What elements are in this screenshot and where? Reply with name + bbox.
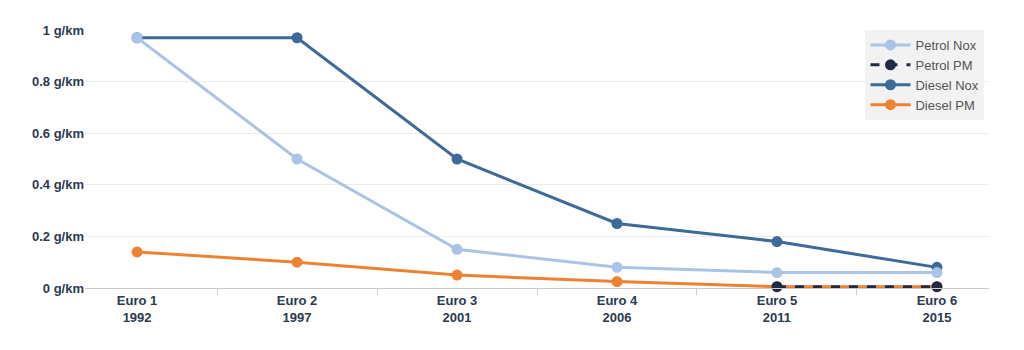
svg-text:Euro 21997: Euro 21997 [277, 293, 317, 325]
svg-text:Euro 52011: Euro 52011 [757, 293, 797, 325]
svg-text:0.4 g/km: 0.4 g/km [32, 177, 84, 192]
svg-text:Diesel PM: Diesel PM [915, 98, 974, 113]
svg-text:Euro 32001: Euro 32001 [437, 293, 477, 325]
svg-text:0.6 g/km: 0.6 g/km [32, 126, 84, 141]
svg-text:0.8 g/km: 0.8 g/km [32, 74, 84, 89]
svg-text:Diesel Nox: Diesel Nox [915, 78, 978, 93]
svg-text:Euro 11992: Euro 11992 [117, 293, 157, 325]
svg-text:Petrol PM: Petrol PM [915, 58, 972, 73]
svg-text:Euro 42006: Euro 42006 [597, 293, 638, 325]
svg-text:1 g/km: 1 g/km [43, 23, 84, 38]
svg-text:Euro 62015: Euro 62015 [917, 293, 957, 325]
svg-text:0.2 g/km: 0.2 g/km [32, 229, 84, 244]
svg-text:Petrol Nox: Petrol Nox [915, 38, 976, 53]
svg-text:0 g/km: 0 g/km [43, 281, 84, 296]
